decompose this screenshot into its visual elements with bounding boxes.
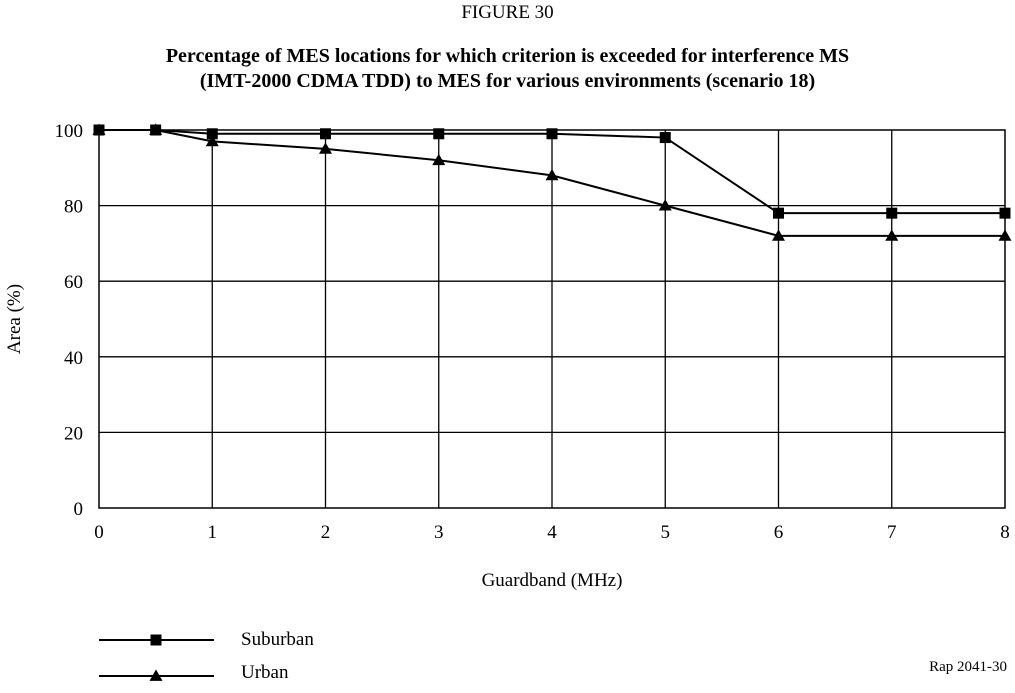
data-point-urban (545, 168, 559, 181)
series-group (92, 123, 1012, 241)
figure-reference: Rap 2041-30 (929, 659, 1007, 675)
data-point-suburban (886, 207, 898, 219)
data-point-urban (998, 229, 1012, 241)
x-tick-label: 6 (774, 522, 784, 543)
grid-lines (99, 130, 1005, 508)
data-point-urban (92, 123, 106, 135)
data-point-suburban (206, 128, 218, 140)
data-point-urban (658, 199, 672, 211)
legend-marker-suburban (150, 634, 162, 646)
data-point-suburban (659, 132, 671, 144)
data-point-urban (432, 153, 446, 166)
x-tick-label: 1 (208, 522, 218, 543)
x-tick-label: 0 (94, 522, 104, 543)
y-tick-label: 40 (64, 348, 83, 369)
data-point-urban (885, 229, 899, 241)
data-point-suburban (433, 128, 445, 140)
y-tick-label: 0 (74, 499, 84, 520)
chart-title-line-2: (IMT-2000 CDMA TDD) to MES for various e… (199, 70, 816, 92)
chart-title: Percentage of MES locations for which cr… (0, 44, 1015, 94)
x-tick-label: 7 (887, 522, 897, 543)
x-tick-label: 2 (321, 522, 331, 543)
legend-label-suburban: Suburban (241, 629, 314, 650)
data-point-suburban (773, 207, 784, 219)
legend-label-urban: Urban (241, 662, 289, 683)
data-point-suburban (546, 128, 558, 140)
legend-marks (99, 634, 214, 681)
legend-marker-urban (149, 669, 163, 681)
data-point-suburban (320, 128, 331, 140)
x-tick-label: 4 (547, 522, 557, 543)
y-axis-label: Area (%) (4, 284, 25, 354)
x-tick-label: 3 (434, 522, 444, 543)
y-tick-label: 100 (55, 121, 84, 142)
y-tick-label: 20 (64, 423, 83, 444)
data-point-urban (205, 134, 219, 147)
data-point-urban (772, 229, 785, 241)
series-line-suburban (99, 129, 1005, 215)
x-axis-label: Guardband (MHz) (482, 570, 623, 591)
x-tick-label: 8 (1000, 522, 1010, 543)
data-point-urban (149, 123, 163, 135)
data-point-suburban (999, 207, 1011, 219)
x-tick-label: 5 (661, 522, 671, 543)
y-tick-label: 80 (64, 197, 83, 218)
figure-label: FIGURE 30 (461, 2, 554, 23)
data-point-urban (319, 142, 332, 154)
series-line-urban (99, 129, 1005, 237)
y-tick-label: 60 (64, 272, 83, 293)
chart-title-line-1: Percentage of MES locations for which cr… (165, 45, 850, 67)
